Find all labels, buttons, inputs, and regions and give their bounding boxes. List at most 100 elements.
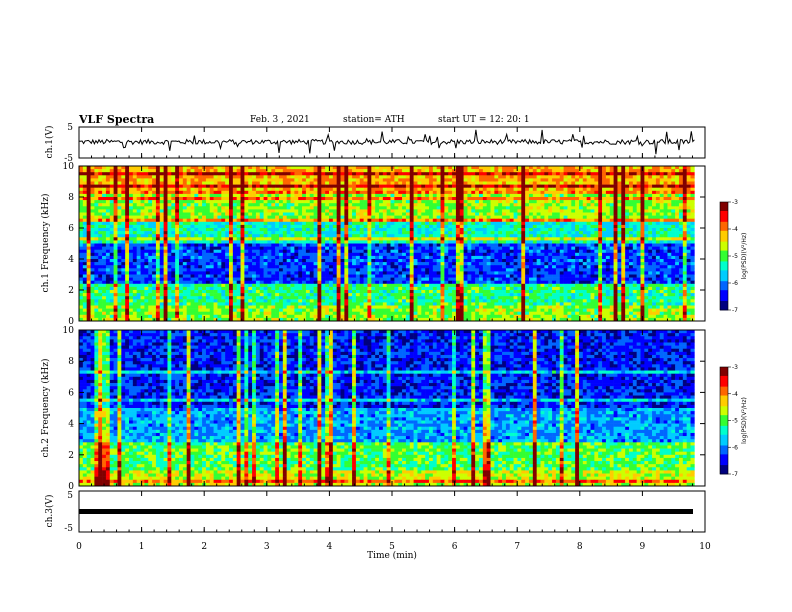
spectrogram-cell bbox=[571, 166, 576, 170]
spectrogram-cell bbox=[382, 206, 387, 210]
spectrogram-cell bbox=[498, 184, 503, 188]
spectrogram-cell bbox=[202, 206, 207, 210]
spectrogram-cell bbox=[690, 187, 695, 192]
spectrogram-cell bbox=[182, 190, 187, 195]
spectrogram-cell bbox=[179, 203, 184, 207]
spectrogram-cell bbox=[190, 178, 195, 182]
spectrogram-cell bbox=[509, 206, 514, 210]
spectrogram-cell bbox=[463, 200, 468, 204]
spectrogram-cell bbox=[667, 221, 672, 226]
spectrogram-cell bbox=[459, 169, 464, 173]
spectrogram-cell bbox=[352, 175, 357, 179]
spectrogram-cell bbox=[102, 231, 107, 235]
spectrogram-cell bbox=[79, 203, 84, 207]
spectrogram-cell bbox=[621, 252, 626, 257]
spectrogram-cell bbox=[667, 255, 672, 260]
spectrogram-cell bbox=[244, 224, 249, 229]
spectrogram-cell bbox=[102, 187, 107, 192]
spectrogram-cell bbox=[663, 237, 668, 241]
spectrogram-cell bbox=[605, 221, 611, 226]
spectrogram-cell bbox=[140, 172, 145, 176]
spectrogram-cell bbox=[498, 221, 503, 226]
spectrogram-cell bbox=[209, 215, 214, 219]
spectrogram-cell bbox=[659, 224, 664, 229]
spectrogram-cell bbox=[244, 197, 249, 201]
spectrogram-cell bbox=[686, 197, 691, 201]
spectrogram-cell bbox=[259, 228, 264, 232]
spectrogram-cell bbox=[367, 221, 372, 226]
spectrogram-cell bbox=[340, 209, 345, 213]
spectrogram-cell bbox=[655, 249, 661, 254]
spectrogram-cell bbox=[217, 252, 222, 257]
spectrogram-cell bbox=[652, 169, 657, 173]
spectrogram-cell bbox=[671, 203, 676, 207]
spectrogram-cell bbox=[636, 234, 641, 238]
spectrogram-cell bbox=[252, 181, 257, 185]
spectrogram-cell bbox=[455, 246, 461, 250]
spectrogram-cell bbox=[355, 243, 361, 247]
spectrogram-cell bbox=[636, 187, 641, 192]
spectrogram-cell bbox=[502, 169, 507, 173]
spectrogram-cell bbox=[459, 193, 464, 198]
spectrogram-cell bbox=[678, 172, 684, 176]
spectrogram-cell bbox=[586, 172, 591, 176]
spectrogram-cell bbox=[398, 259, 403, 263]
spectrogram-cell bbox=[521, 166, 526, 170]
spectrogram-cell bbox=[382, 234, 387, 238]
spectrogram-cell bbox=[275, 193, 280, 198]
spectrogram-cell bbox=[232, 221, 237, 226]
spectrogram-cell bbox=[444, 212, 449, 216]
spectrogram-cell bbox=[678, 249, 684, 254]
spectrogram-cell bbox=[448, 243, 453, 247]
spectrogram-cell bbox=[425, 243, 430, 247]
spectrogram-cell bbox=[82, 218, 87, 223]
spectrogram-cell bbox=[505, 190, 511, 195]
spectrogram-cell bbox=[255, 249, 261, 254]
spectrogram-cell bbox=[144, 246, 149, 250]
spectrogram-cell bbox=[502, 175, 507, 179]
spectrogram-cell bbox=[378, 197, 384, 201]
spectrogram-cell bbox=[675, 215, 680, 219]
spectrogram-cell bbox=[305, 181, 311, 185]
spectrogram-cell bbox=[136, 212, 141, 216]
spectrogram-cell bbox=[378, 234, 384, 238]
spectrogram-cell bbox=[213, 224, 218, 229]
spectrogram-cell bbox=[232, 193, 237, 198]
spectrogram-cell bbox=[317, 172, 322, 176]
spectrogram-cell bbox=[628, 197, 634, 201]
spectrogram-cell bbox=[478, 203, 484, 207]
spectrogram-cell bbox=[209, 231, 214, 235]
spectrogram-cell bbox=[509, 228, 514, 232]
spectrogram-cell bbox=[417, 166, 422, 170]
spectrogram-cell bbox=[448, 228, 453, 232]
spectrogram-cell bbox=[494, 206, 499, 210]
spectrogram-cell bbox=[190, 166, 195, 170]
spectrogram-cell bbox=[163, 166, 168, 170]
spectrogram-cell bbox=[567, 169, 572, 173]
spectrogram-cell bbox=[363, 259, 368, 263]
spectrogram-cell bbox=[490, 181, 495, 185]
spectrogram-cell bbox=[79, 197, 84, 201]
spectrogram-cell bbox=[613, 252, 618, 257]
spectrogram-cell bbox=[305, 203, 311, 207]
spectrogram-cell bbox=[602, 259, 607, 263]
spectrogram-cell bbox=[344, 215, 349, 219]
spectrogram-cell bbox=[336, 237, 341, 241]
spectrogram-cell bbox=[648, 203, 653, 207]
spectrogram-cell bbox=[286, 255, 291, 260]
spectrogram-cell bbox=[79, 172, 84, 176]
spectrogram-cell bbox=[117, 231, 122, 235]
spectrogram-cell bbox=[367, 166, 372, 170]
spectrogram-cell bbox=[313, 234, 318, 238]
spectrogram-cell bbox=[398, 212, 403, 216]
spectrogram-cell bbox=[621, 203, 626, 207]
spectrogram-cell bbox=[498, 215, 503, 219]
spectrogram-cell bbox=[382, 181, 387, 185]
spectrogram-cell bbox=[409, 218, 414, 223]
spectrogram-cell bbox=[240, 166, 245, 170]
spectrogram-cell bbox=[528, 184, 534, 188]
spectrogram-cell bbox=[275, 224, 280, 229]
spectrogram-cell bbox=[628, 224, 634, 229]
spectrogram-cell bbox=[440, 200, 445, 204]
spectrogram-cell bbox=[355, 190, 361, 195]
